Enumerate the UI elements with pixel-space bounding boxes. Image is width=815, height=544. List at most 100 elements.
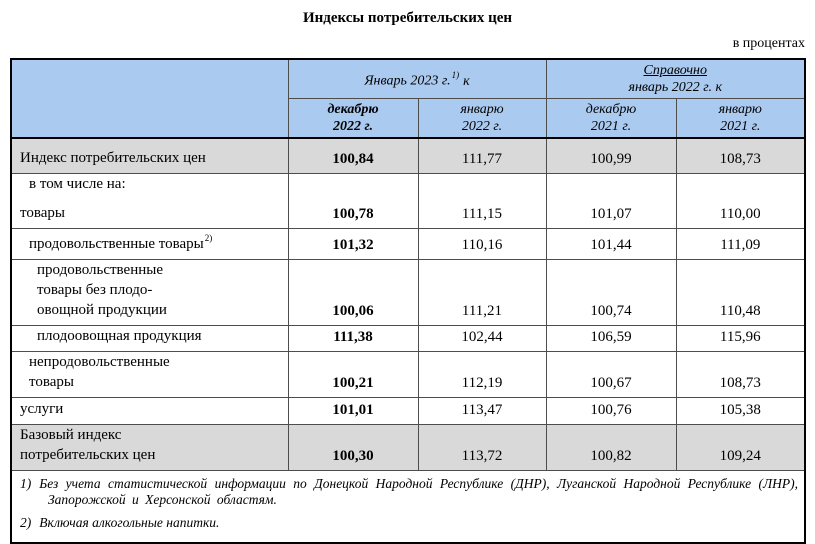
footnote-2-marker: 2) xyxy=(20,514,32,530)
column-header-line: декабрю xyxy=(585,102,637,117)
row-label-text: непродовольственные xyxy=(29,353,170,370)
page-title: Индексы потребительских цен xyxy=(302,10,513,26)
table-header: Январь 2023 г.1) к Справочно январь 2022 … xyxy=(10,58,806,139)
footnote-1-marker: 1) xyxy=(20,475,32,491)
value-cell: 105,38 xyxy=(675,396,806,425)
row-label-text: товары xyxy=(29,373,74,390)
table-row: продовольственные товары без плодо-овощно… xyxy=(10,258,806,326)
row-label: плодоовощная продукция xyxy=(10,324,289,352)
row-label-line: Базовый индекс xyxy=(12,425,284,445)
row-label-line: товары xyxy=(12,372,284,392)
column-header-line: 2021 г. xyxy=(590,119,632,134)
row-label: Индекс потребительских цен xyxy=(10,137,289,174)
column-header-dec-2021: декабрю 2021 г. xyxy=(545,98,677,139)
value-cell: 113,47 xyxy=(417,396,547,425)
column-header-jan-2022: январю 2022 г. xyxy=(417,98,547,139)
header-group-row: Январь 2023 г.1) к Справочно январь 2022 … xyxy=(10,58,806,139)
value-cell: 111,21 xyxy=(417,258,547,326)
row-label-text: в том числе на: xyxy=(29,175,126,192)
value-cell: 101,44 xyxy=(545,227,677,260)
value-cell: 113,72 xyxy=(417,423,547,471)
footnote-1-marker-sup: 1) xyxy=(451,70,460,81)
column-header-line: декабрю xyxy=(327,102,379,117)
value-cell: 110,00 xyxy=(675,172,806,229)
footnote-2-text: Включая алкогольные напитки. xyxy=(39,514,220,530)
value-cell: 100,06 xyxy=(287,258,419,326)
table-row: непродовольственные товары 100,21 112,19 100… xyxy=(10,350,806,398)
column-group-current: Январь 2023 г.1) к xyxy=(287,58,547,99)
value-cell: 100,99 xyxy=(545,137,677,174)
row-label-line: овощной продукции xyxy=(12,300,284,320)
footnote-1: 1) Без учета статистической информации по… xyxy=(20,476,798,508)
units-note: в процентах xyxy=(732,36,805,51)
footnote-2-marker-sup: 2) xyxy=(204,232,213,243)
value-cell: 100,21 xyxy=(287,350,419,398)
value-cell: 101,07 xyxy=(545,172,677,229)
column-header-jan-2021: январю 2021 г. xyxy=(675,98,806,139)
value-cell: 100,30 xyxy=(287,423,419,471)
column-group-reference: Справочно январь 2022 г. к xyxy=(545,58,806,99)
row-label-text: товары без плодо- xyxy=(37,281,153,298)
row-label-text: продовольственные xyxy=(37,261,163,278)
column-header-line: январю xyxy=(718,102,762,117)
value-cell: 100,67 xyxy=(545,350,677,398)
column-group-current-suffix: к xyxy=(463,73,470,89)
value-cell: 108,73 xyxy=(675,350,806,398)
row-label-line: непродовольственные xyxy=(12,352,284,372)
value-cell: 102,44 xyxy=(417,324,547,352)
value-cell: 100,76 xyxy=(545,396,677,425)
value-cell: 111,77 xyxy=(417,137,547,174)
value-cell: 108,73 xyxy=(675,137,806,174)
cpi-table: Январь 2023 г.1) к Справочно январь 2022 … xyxy=(10,58,807,544)
table-row: услуги 101,01 113,47 100,76 105,38 xyxy=(10,396,806,425)
value-cell: 100,74 xyxy=(545,258,677,326)
row-label: услуги xyxy=(10,396,289,425)
column-group-reference-line2: январь 2022 г. к xyxy=(628,80,723,95)
row-label-line: продовольственные товары2) xyxy=(12,229,284,254)
row-label-text: Индекс потребительских цен xyxy=(20,149,206,166)
row-label-column-header xyxy=(10,58,289,139)
column-group-reference-line1: Справочно xyxy=(643,63,708,78)
row-label-line: Индекс потребительских цен xyxy=(12,148,284,168)
value-cell: 111,38 xyxy=(287,324,419,352)
table-row: Индекс потребительских цен 100,84 111,77 10… xyxy=(10,137,806,174)
column-header-line: 2022 г. xyxy=(461,119,503,134)
row-label-text: плодоовощная продукция xyxy=(37,327,202,344)
footnote-cell: 1) Без учета статистической информации по… xyxy=(10,469,806,543)
value-cell: 100,78 xyxy=(287,172,419,229)
row-label-line: услуги xyxy=(12,399,284,419)
value-cell: 101,32 xyxy=(287,227,419,260)
footnote-1-text: Без учета статистической информации по Д… xyxy=(39,475,799,507)
table-row: в том числе на: товары 100,78 111,15 101,07 1… xyxy=(10,172,806,229)
column-header-line: январю xyxy=(460,102,504,117)
value-cell: 115,96 xyxy=(675,324,806,352)
value-cell: 111,09 xyxy=(675,227,806,260)
column-header-line: 2021 г. xyxy=(720,119,761,134)
value-cell: 101,01 xyxy=(287,396,419,425)
row-label: непродовольственные товары xyxy=(10,350,289,398)
value-cell: 110,16 xyxy=(417,227,547,260)
row-label-text: продовольственные товары xyxy=(29,235,204,252)
value-cell: 112,19 xyxy=(417,350,547,398)
row-label-text: услуги xyxy=(20,400,64,417)
row-label-line: продовольственные xyxy=(12,260,284,280)
row-label: продовольственные товары без плодо-овощно… xyxy=(10,258,289,326)
row-label: Базовый индекс потребительских цен xyxy=(10,423,289,471)
column-header-dec-2022: декабрю 2022 г. xyxy=(287,98,419,139)
table-row: плодоовощная продукция 111,38 102,44 106,59… xyxy=(10,324,806,352)
row-label-text: потребительских цен xyxy=(20,446,156,463)
row-label-line: товары xyxy=(12,203,284,223)
table-row: продовольственные товары2) 101,32 110,16 10… xyxy=(10,227,806,260)
row-label-line: товары без плодо- xyxy=(12,280,284,300)
row-label: продовольственные товары2) xyxy=(10,227,289,260)
value-cell: 109,24 xyxy=(675,423,806,471)
row-label-text: Базовый индекс xyxy=(20,426,122,443)
footnote-2: 2) Включая алкогольные напитки. xyxy=(20,515,798,531)
footnote-row: 1) Без учета статистической информации по… xyxy=(10,469,806,543)
table-row: Базовый индекс потребительских цен 100,30 1… xyxy=(10,423,806,471)
row-label-text: овощной продукции xyxy=(37,301,167,318)
value-cell: 111,15 xyxy=(417,172,547,229)
value-cell: 100,82 xyxy=(545,423,677,471)
table-body: Индекс потребительских цен 100,84 111,77 10… xyxy=(10,137,806,471)
value-cell: 106,59 xyxy=(545,324,677,352)
